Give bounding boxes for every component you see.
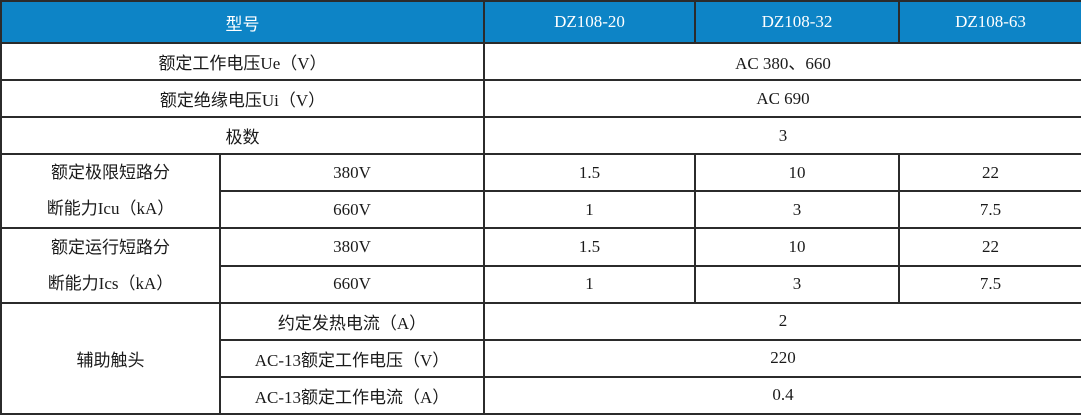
spec-value-cell: 10	[694, 153, 900, 193]
spec-value-cell: 1.5	[483, 153, 696, 193]
spec-value-cell: 1	[483, 264, 696, 304]
model-column-header: DZ108-20	[483, 0, 696, 44]
row-label-poles: 极数	[0, 116, 485, 156]
row-label-ue: 额定工作电压Ue（V）	[0, 41, 485, 82]
row-label-ics: 额定运行短路分 断能力Ics（kA）	[0, 227, 221, 304]
model-column-header: DZ108-63	[898, 0, 1081, 44]
row-label-icu: 额定极限短路分 断能力Icu（kA）	[0, 153, 221, 230]
table-row-aux-voltage: AC-13额定工作电压（V） 220	[1, 338, 1081, 378]
row-label-ui: 额定绝缘电压Ui（V）	[0, 79, 485, 119]
table-row-ue: 额定工作电压Ue（V） AC 380、660	[0, 41, 1081, 82]
sub-label-aux-thermal: 约定发热电流（A）	[219, 301, 485, 341]
spec-value-cell: 0.4	[483, 375, 1081, 415]
spec-value-cell: 22	[898, 153, 1081, 193]
table-row-ics-660: 660V 1 3 7.5	[1, 264, 1081, 304]
header-row: 型号 DZ108-20 DZ108-32 DZ108-63	[0, 0, 1081, 44]
spec-value-cell: 7.5	[898, 264, 1081, 304]
table-row-poles: 极数 3	[0, 116, 1081, 156]
table-row-icu-380: 额定极限短路分 断能力Icu（kA） 380V 1.5 10 22	[0, 153, 1081, 230]
spec-value-cell: 1.5	[483, 227, 696, 267]
spec-value-cell: AC 380、660	[483, 41, 1081, 82]
spec-value-cell: 22	[898, 227, 1081, 267]
model-header-cell: 型号	[0, 0, 485, 44]
spec-value-cell: 2	[483, 301, 1081, 341]
table-row-aux-thermal: 辅助触头 约定发热电流（A） 2	[0, 301, 1081, 415]
model-column-header: DZ108-32	[694, 0, 900, 44]
row-label-aux: 辅助触头	[0, 301, 221, 415]
sub-label-aux-current: AC-13额定工作电流（A）	[219, 375, 485, 415]
spec-value-cell: 3	[483, 116, 1081, 156]
spec-value-cell: 3	[694, 190, 900, 230]
sub-label-ics-660: 660V	[219, 264, 485, 304]
spec-value-cell: AC 690	[483, 79, 1081, 119]
table-row-ics-380: 额定运行短路分 断能力Ics（kA） 380V 1.5 10 22	[0, 227, 1081, 304]
sub-label-icu-660: 660V	[219, 190, 485, 230]
table-row-icu-660: 660V 1 3 7.5	[1, 190, 1081, 230]
sub-label-aux-voltage: AC-13额定工作电压（V）	[219, 338, 485, 378]
sub-label-icu-380: 380V	[219, 153, 485, 193]
spec-value-cell: 220	[483, 338, 1081, 378]
table-row-aux-current: AC-13额定工作电流（A） 0.4	[1, 375, 1081, 415]
spec-value-cell: 1	[483, 190, 696, 230]
spec-value-cell: 7.5	[898, 190, 1081, 230]
spec-value-cell: 10	[694, 227, 900, 267]
sub-label-ics-380: 380V	[219, 227, 485, 267]
table-row-ui: 额定绝缘电压Ui（V） AC 690	[0, 79, 1081, 119]
spec-value-cell: 3	[694, 264, 900, 304]
